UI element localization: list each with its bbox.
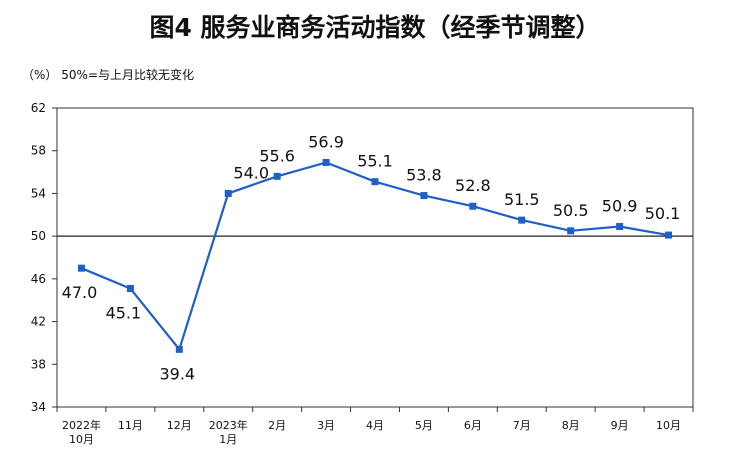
x-tick-label-6: 4月 — [366, 419, 384, 432]
chart-title: 图4 服务业商务活动指数（经季节调整） — [149, 13, 601, 42]
data-label-0: 47.0 — [62, 283, 98, 302]
data-label-7: 53.8 — [406, 166, 442, 185]
data-label-1: 45.1 — [106, 303, 142, 322]
x-tick-label-0: 2022年 — [62, 418, 101, 432]
y-tick-label-7: 62 — [31, 101, 46, 115]
data-label-2: 39.4 — [159, 364, 195, 383]
y-tick-label-1: 38 — [31, 357, 46, 371]
data-point-3 — [224, 189, 232, 197]
data-point-4 — [273, 172, 281, 180]
plot-frame — [56, 107, 694, 408]
y-tick-label-4: 50 — [31, 229, 46, 243]
data-label-3: 54.0 — [233, 163, 269, 182]
x-tick-label-1: 11月 — [118, 419, 143, 432]
data-point-0 — [77, 264, 85, 272]
data-label-8: 52.8 — [455, 176, 491, 195]
data-point-6 — [371, 178, 379, 186]
data-point-7 — [420, 192, 428, 200]
data-label-11: 50.9 — [602, 197, 638, 216]
y-tick-label-6: 58 — [31, 144, 46, 158]
x-tick-label-3: 2023年 — [209, 418, 248, 432]
series-line — [81, 161, 669, 352]
y-tick-label-5: 54 — [31, 186, 46, 200]
data-label-6: 55.1 — [357, 152, 393, 171]
x-tick-label-12: 10月 — [656, 419, 681, 432]
x-tick-label-5: 3月 — [317, 419, 335, 432]
x-tick-label-2: 12月 — [167, 419, 192, 432]
data-label-12: 50.1 — [645, 204, 681, 223]
data-point-11 — [616, 223, 624, 231]
y-tick-label-0: 34 — [31, 400, 46, 414]
x-tick-label-3-line2: 1月 — [219, 433, 237, 446]
data-label-10: 50.5 — [553, 201, 589, 220]
data-point-9 — [518, 216, 526, 224]
data-label-5: 56.9 — [308, 132, 344, 151]
x-tick-label-0-line2: 10月 — [69, 433, 94, 446]
data-point-5 — [322, 158, 330, 166]
data-label-4: 55.6 — [259, 146, 295, 165]
y-axis-label: （%） 50%=与上月比较无变化 — [22, 68, 194, 82]
y-tick-label-2: 42 — [31, 315, 46, 329]
data-point-2 — [175, 345, 183, 353]
data-label-9: 51.5 — [504, 190, 540, 209]
x-tick-label-8: 6月 — [464, 419, 482, 432]
x-tick-label-9: 7月 — [513, 419, 531, 432]
x-tick-label-4: 2月 — [268, 419, 286, 432]
data-point-12 — [665, 231, 673, 239]
x-tick-label-11: 9月 — [611, 419, 629, 432]
data-point-8 — [469, 202, 477, 210]
data-point-10 — [567, 227, 575, 235]
y-tick-label-3: 46 — [31, 272, 46, 286]
data-point-1 — [126, 284, 134, 292]
x-tick-label-7: 5月 — [415, 419, 433, 432]
x-tick-label-10: 8月 — [562, 419, 580, 432]
